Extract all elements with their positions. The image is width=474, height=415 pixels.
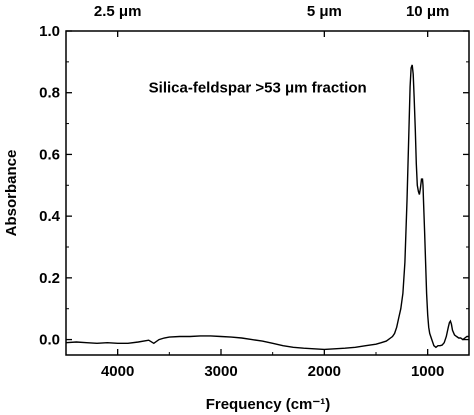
y-tick-label: 0.2: [39, 270, 60, 287]
x-axis-ticks: 4000 3000 2000 1000: [65, 349, 444, 380]
y-tick-label: 0.0: [39, 332, 60, 349]
x-tick-label: 2000: [308, 363, 341, 380]
y-axis-ticks: 0.0 0.2 0.4 0.6 0.8 1.0: [39, 23, 469, 349]
annotation-label: Silica-feldspar >53 μm fraction: [149, 80, 367, 97]
x-tick-label: 1000: [411, 363, 444, 380]
y-tick-label: 0.4: [39, 208, 61, 225]
x-tick-label: 4000: [101, 363, 134, 380]
top-axis-ticks: 2.5 μm 5 μm 10 μm: [94, 3, 449, 37]
top-tick-label: 5 μm: [307, 3, 342, 20]
y-tick-label: 1.0: [39, 23, 60, 40]
y-tick-label: 0.6: [39, 146, 60, 163]
x-axis-title: Frequency (cm⁻¹): [206, 396, 331, 413]
x-tick-label: 3000: [204, 363, 237, 380]
top-tick-label: 2.5 μm: [94, 3, 142, 20]
plot-frame: [65, 30, 470, 356]
spectrum-line: [65, 64, 469, 351]
y-tick-label: 0.8: [39, 85, 60, 102]
top-tick-label: 10 μm: [406, 3, 449, 20]
y-axis-title: Absorbance: [3, 150, 20, 237]
